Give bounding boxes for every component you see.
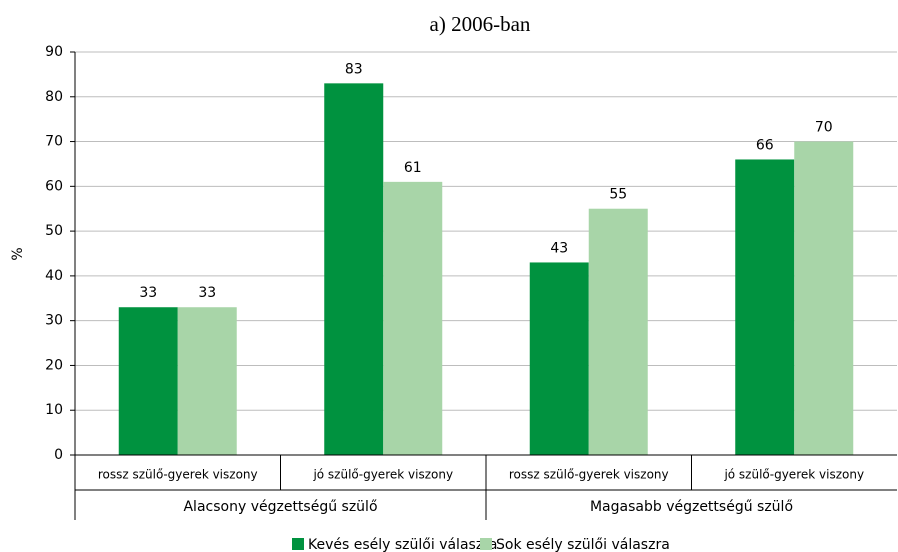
bar <box>383 181 443 455</box>
data-label: 83 <box>345 61 363 77</box>
y-tick-label: 10 <box>45 402 63 418</box>
bar <box>588 208 648 455</box>
x-tick-label: rossz szülő-gyerek viszony <box>509 468 669 482</box>
legend-label: Kevés esély szülői válaszra <box>308 537 498 552</box>
data-label: 55 <box>609 187 627 203</box>
x-tick-label: jó szülő-gyerek viszony <box>312 468 453 482</box>
bar <box>177 307 237 455</box>
y-tick-label: 0 <box>54 447 63 463</box>
data-label: 33 <box>139 285 157 301</box>
bar <box>529 262 589 455</box>
x-tick-label: jó szülő-gyerek viszony <box>723 468 864 482</box>
y-tick-label: 80 <box>45 89 63 105</box>
y-tick-label: 30 <box>45 313 63 329</box>
y-tick-label: 20 <box>45 357 63 373</box>
y-tick-label: 70 <box>45 134 63 150</box>
bar <box>735 159 795 455</box>
data-label: 70 <box>815 120 833 136</box>
y-tick-label: 60 <box>45 178 63 194</box>
data-label: 61 <box>404 160 422 176</box>
legend-swatch <box>292 538 304 550</box>
bar <box>324 83 384 455</box>
legend-swatch <box>480 538 492 550</box>
group-label: Magasabb végzettségű szülő <box>590 499 793 515</box>
data-label: 33 <box>198 285 216 301</box>
group-label: Alacsony végzettségű szülő <box>183 499 377 515</box>
x-tick-label: rossz szülő-gyerek viszony <box>98 468 258 482</box>
bar <box>118 307 178 455</box>
bar <box>794 141 854 456</box>
chart-title: a) 2006-ban <box>430 12 531 36</box>
y-tick-label: 40 <box>45 268 63 284</box>
data-label: 43 <box>550 240 568 256</box>
y-tick-label: 90 <box>45 44 63 60</box>
y-axis-label: % <box>10 247 26 260</box>
data-label: 66 <box>756 137 774 153</box>
legend-label: Sok esély szülői válaszra <box>496 537 670 552</box>
y-tick-label: 50 <box>45 223 63 239</box>
